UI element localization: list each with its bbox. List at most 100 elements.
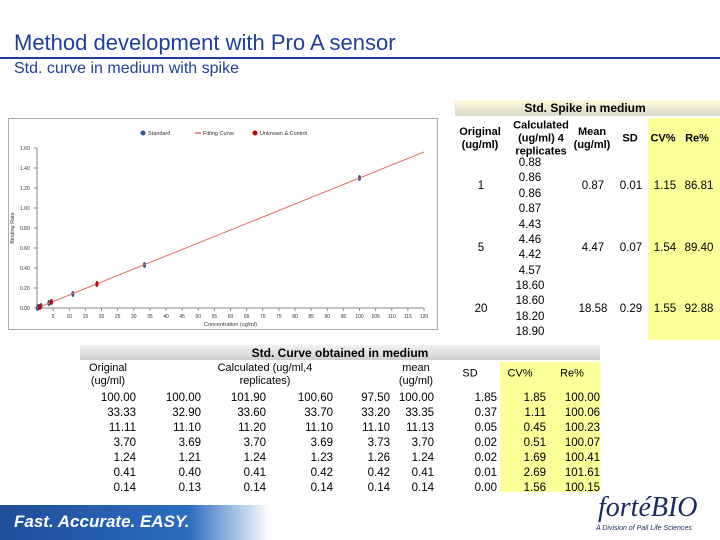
cell: 3.70	[113, 437, 136, 449]
cell: 100.06	[564, 407, 600, 419]
x-tick-label: 100	[355, 314, 364, 320]
title-rule	[0, 57, 720, 59]
x-tick-label: 35	[147, 314, 153, 320]
x-tick-label: 45	[179, 314, 185, 320]
cell: 11.11	[108, 422, 136, 434]
slogan: Fast. Accurate. EASY.	[14, 512, 190, 531]
cell: 0.88	[518, 157, 542, 169]
legend-label: Fitting Curve	[203, 131, 234, 137]
logo: fortéBIO	[598, 492, 698, 523]
x-tick-label: 65	[244, 314, 250, 320]
cell: 4.47	[581, 241, 605, 254]
cell: 101.90	[230, 392, 266, 404]
cell: 32.90	[172, 407, 201, 419]
y-tick-label: 0.60	[20, 246, 30, 252]
cell: 1.55	[653, 303, 677, 315]
cell: 18.90	[515, 326, 545, 339]
cell: 0.13	[178, 482, 201, 494]
cell: 1.24	[411, 452, 434, 464]
cell: 0.14	[411, 482, 434, 494]
cell: 18.60	[515, 295, 545, 308]
cell: 1.11	[524, 407, 546, 419]
column-header: Re%	[560, 367, 584, 380]
fit-line	[36, 151, 425, 309]
legend-swatch	[252, 130, 258, 136]
cell: 4.42	[518, 249, 542, 262]
cell: 3.70	[411, 437, 434, 449]
cell: 4.57	[518, 264, 542, 277]
cell: 18.20	[515, 310, 545, 323]
cell: 11.10	[305, 422, 333, 434]
cell: 33.20	[361, 407, 390, 419]
cell: 0.01	[619, 180, 643, 192]
cell: 0.05	[474, 422, 497, 434]
x-tick-label: 75	[276, 314, 282, 320]
cell: 4.46	[518, 233, 542, 246]
column-header: Mean (ug/ml)	[573, 126, 611, 151]
column-header: CV%	[507, 367, 533, 380]
cell: 11.10	[362, 422, 390, 434]
spike-highlight	[648, 118, 720, 340]
cell: 0.07	[619, 241, 643, 254]
curve-title-bar	[80, 345, 600, 360]
cell: 100.23	[564, 422, 600, 434]
cell: 1.56	[523, 482, 546, 494]
x-tick-label: 120	[420, 314, 429, 320]
cell: 33.70	[304, 407, 333, 419]
x-tick-label: 90	[324, 314, 330, 320]
cell: 0.02	[474, 452, 497, 464]
cell: 0.14	[367, 482, 390, 494]
curve-highlight	[500, 362, 600, 492]
slogan-banner	[0, 505, 270, 540]
chart: 5 10 15 20 25 30 35 40 45 50 55 60 65 70 75 80 85 90 95 100…	[8, 118, 438, 330]
cell: 0.41	[243, 467, 266, 479]
cell: 0.29	[619, 303, 643, 315]
cell: 100.41	[564, 452, 600, 464]
cell: 0.01	[474, 467, 497, 479]
cell: 97.50	[361, 392, 390, 404]
legend-swatch	[140, 130, 146, 136]
cell: 100.00	[100, 392, 136, 404]
x-tick-label: 30	[131, 314, 137, 320]
cell: 0.41	[113, 467, 136, 479]
cell: 0.40	[178, 467, 201, 479]
cell: 1.21	[178, 452, 201, 464]
cell: 33.35	[405, 407, 434, 419]
cell: 0.02	[474, 437, 497, 449]
cell: 3.73	[367, 437, 390, 449]
x-tick-label: 110	[388, 314, 396, 320]
x-tick-label: 115	[404, 314, 412, 320]
x-axis-label: Concentration (ug/ml)	[204, 322, 257, 328]
x-tick-label: 50	[195, 314, 201, 320]
y-tick-label: 0.00	[20, 306, 30, 312]
y-tick-label: 0.20	[20, 286, 30, 292]
cell: 3.69	[178, 437, 201, 449]
cell: 0.86	[518, 172, 542, 185]
legend-label: Standard	[148, 131, 170, 137]
cell: 0.14	[113, 482, 136, 494]
cell: 0.14	[243, 482, 266, 494]
cell: 1.85	[474, 392, 497, 404]
cell: 11.10	[173, 422, 201, 434]
cell: 0.86	[518, 187, 542, 200]
y-tick-label: 0.40	[20, 266, 30, 272]
y-tick-label: 1.60	[20, 146, 30, 152]
x-tick-label: 105	[371, 314, 380, 320]
point	[38, 304, 42, 310]
x-tick-label: 85	[308, 314, 314, 320]
cell: 100.00	[564, 392, 600, 404]
slide-title: Method development with Pro A sensor	[14, 30, 396, 55]
cell: 100.60	[297, 392, 333, 404]
cell: 3.69	[310, 437, 333, 449]
cell: 0.87	[518, 203, 542, 216]
y-axis-label: Binding Rate	[10, 212, 16, 244]
column-header: Original (ug/ml)	[89, 362, 127, 387]
cell: 1.23	[310, 452, 333, 464]
cell: 100.15	[564, 482, 600, 494]
x-tick-label: 60	[228, 314, 234, 320]
cell: 18.60	[515, 280, 545, 292]
column-header: Calculated (ug/ml,4 replicates)	[217, 362, 313, 387]
cell: 89.40	[684, 241, 714, 254]
cell: 0.42	[367, 467, 390, 479]
legend-label: Unknown & Control	[260, 131, 307, 137]
